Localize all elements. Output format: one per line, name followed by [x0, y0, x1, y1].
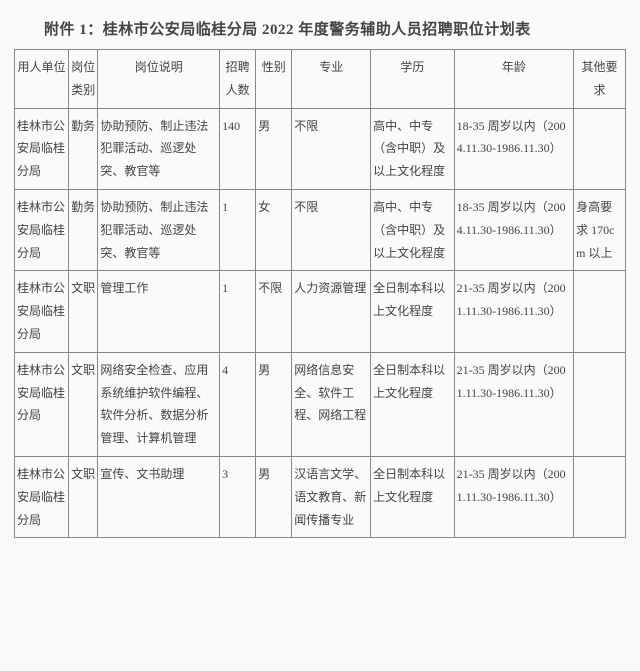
cell-num: 1: [220, 189, 256, 270]
cell-cat: 文职: [69, 352, 98, 456]
col-header-unit: 用人单位: [15, 50, 69, 109]
cell-other: [574, 352, 626, 456]
cell-num: 3: [220, 456, 256, 537]
cell-edu: 全日制本科以上文化程度: [371, 456, 454, 537]
cell-age: 21-35 周岁以内（2001.11.30-1986.11.30）: [454, 271, 573, 352]
col-header-num: 招聘人数: [220, 50, 256, 109]
cell-unit: 桂林市公安局临桂分局: [15, 108, 69, 189]
col-header-cat: 岗位类别: [69, 50, 98, 109]
cell-sex: 不限: [256, 271, 292, 352]
cell-edu: 全日制本科以上文化程度: [371, 271, 454, 352]
cell-major: 不限: [292, 108, 371, 189]
cell-edu: 全日制本科以上文化程度: [371, 352, 454, 456]
table-row: 桂林市公安局临桂分局 文职 宣传、文书助理 3 男 汉语言文学、语文教育、新闻传…: [15, 456, 626, 537]
cell-desc: 协助预防、制止违法犯罪活动、巡逻处突、教官等: [98, 108, 220, 189]
cell-sex: 女: [256, 189, 292, 270]
col-header-major: 专业: [292, 50, 371, 109]
cell-desc: 管理工作: [98, 271, 220, 352]
cell-major: 人力资源管理: [292, 271, 371, 352]
cell-age: 21-35 周岁以内（2001.11.30-1986.11.30）: [454, 456, 573, 537]
cell-num: 140: [220, 108, 256, 189]
table-row: 桂林市公安局临桂分局 勤务 协助预防、制止违法犯罪活动、巡逻处突、教官等 1 女…: [15, 189, 626, 270]
cell-age: 21-35 周岁以内（2001.11.30-1986.11.30）: [454, 352, 573, 456]
cell-unit: 桂林市公安局临桂分局: [15, 352, 69, 456]
cell-sex: 男: [256, 108, 292, 189]
cell-unit: 桂林市公安局临桂分局: [15, 189, 69, 270]
col-header-desc: 岗位说明: [98, 50, 220, 109]
cell-major: 不限: [292, 189, 371, 270]
cell-cat: 文职: [69, 456, 98, 537]
cell-other: 身高要求 170cm 以上: [574, 189, 626, 270]
recruitment-table: 用人单位 岗位类别 岗位说明 招聘人数 性别 专业 学历 年龄 其他要求 桂林市…: [14, 49, 626, 538]
col-header-sex: 性别: [256, 50, 292, 109]
cell-cat: 文职: [69, 271, 98, 352]
cell-major: 网络信息安全、软件工程、网络工程: [292, 352, 371, 456]
table-row: 桂林市公安局临桂分局 文职 网络安全检查、应用系统维护软件编程、软件分析、数据分…: [15, 352, 626, 456]
cell-desc: 网络安全检查、应用系统维护软件编程、软件分析、数据分析管理、计算机管理: [98, 352, 220, 456]
cell-other: [574, 271, 626, 352]
cell-age: 18-35 周岁以内（2004.11.30-1986.11.30）: [454, 108, 573, 189]
cell-other: [574, 108, 626, 189]
col-header-age: 年龄: [454, 50, 573, 109]
cell-sex: 男: [256, 352, 292, 456]
table-body: 桂林市公安局临桂分局 勤务 协助预防、制止违法犯罪活动、巡逻处突、教官等 140…: [15, 108, 626, 538]
cell-num: 4: [220, 352, 256, 456]
cell-cat: 勤务: [69, 108, 98, 189]
cell-num: 1: [220, 271, 256, 352]
col-header-other: 其他要求: [574, 50, 626, 109]
cell-unit: 桂林市公安局临桂分局: [15, 456, 69, 537]
page-title: 附件 1：桂林市公安局临桂分局 2022 年度警务辅助人员招聘职位计划表: [14, 18, 626, 39]
cell-edu: 高中、中专（含中职）及以上文化程度: [371, 108, 454, 189]
cell-desc: 协助预防、制止违法犯罪活动、巡逻处突、教官等: [98, 189, 220, 270]
cell-age: 18-35 周岁以内（2004.11.30-1986.11.30）: [454, 189, 573, 270]
cell-major: 汉语言文学、语文教育、新闻传播专业: [292, 456, 371, 537]
cell-cat: 勤务: [69, 189, 98, 270]
cell-other: [574, 456, 626, 537]
cell-desc: 宣传、文书助理: [98, 456, 220, 537]
table-header-row: 用人单位 岗位类别 岗位说明 招聘人数 性别 专业 学历 年龄 其他要求: [15, 50, 626, 109]
table-row: 桂林市公安局临桂分局 文职 管理工作 1 不限 人力资源管理 全日制本科以上文化…: [15, 271, 626, 352]
cell-unit: 桂林市公安局临桂分局: [15, 271, 69, 352]
cell-sex: 男: [256, 456, 292, 537]
table-row: 桂林市公安局临桂分局 勤务 协助预防、制止违法犯罪活动、巡逻处突、教官等 140…: [15, 108, 626, 189]
cell-edu: 高中、中专（含中职）及以上文化程度: [371, 189, 454, 270]
col-header-edu: 学历: [371, 50, 454, 109]
